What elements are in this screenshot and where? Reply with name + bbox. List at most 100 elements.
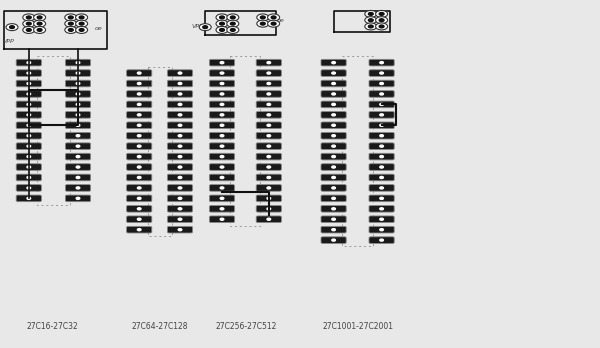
FancyBboxPatch shape bbox=[209, 164, 235, 170]
Circle shape bbox=[23, 14, 35, 21]
FancyBboxPatch shape bbox=[321, 122, 346, 129]
FancyBboxPatch shape bbox=[127, 143, 152, 149]
Circle shape bbox=[368, 25, 373, 28]
Circle shape bbox=[332, 145, 335, 147]
Text: 27C1001-27C2001: 27C1001-27C2001 bbox=[322, 322, 393, 331]
Circle shape bbox=[137, 229, 141, 231]
Circle shape bbox=[76, 62, 80, 64]
Circle shape bbox=[27, 93, 31, 95]
FancyBboxPatch shape bbox=[321, 111, 346, 118]
FancyBboxPatch shape bbox=[65, 153, 91, 160]
FancyBboxPatch shape bbox=[321, 174, 346, 181]
Circle shape bbox=[65, 20, 77, 27]
Circle shape bbox=[178, 93, 182, 95]
Circle shape bbox=[268, 20, 280, 27]
Circle shape bbox=[332, 114, 335, 116]
Circle shape bbox=[76, 145, 80, 147]
FancyBboxPatch shape bbox=[369, 205, 394, 212]
Circle shape bbox=[332, 124, 335, 126]
Circle shape bbox=[199, 24, 211, 31]
FancyBboxPatch shape bbox=[127, 195, 152, 202]
Circle shape bbox=[365, 23, 377, 30]
Circle shape bbox=[380, 208, 383, 210]
FancyBboxPatch shape bbox=[127, 90, 152, 97]
FancyBboxPatch shape bbox=[369, 143, 394, 150]
Circle shape bbox=[137, 218, 141, 220]
Circle shape bbox=[137, 103, 141, 105]
Circle shape bbox=[220, 93, 224, 95]
FancyBboxPatch shape bbox=[16, 90, 41, 97]
Circle shape bbox=[230, 22, 235, 25]
FancyBboxPatch shape bbox=[167, 90, 193, 97]
Circle shape bbox=[34, 26, 46, 33]
Circle shape bbox=[216, 20, 228, 27]
Circle shape bbox=[230, 29, 235, 31]
Circle shape bbox=[368, 19, 373, 22]
FancyBboxPatch shape bbox=[16, 101, 41, 108]
Circle shape bbox=[137, 156, 141, 158]
FancyBboxPatch shape bbox=[127, 70, 152, 76]
FancyBboxPatch shape bbox=[127, 226, 152, 233]
FancyBboxPatch shape bbox=[209, 205, 235, 212]
FancyBboxPatch shape bbox=[167, 164, 193, 170]
Circle shape bbox=[65, 26, 77, 33]
Circle shape bbox=[68, 29, 73, 31]
Circle shape bbox=[27, 82, 31, 85]
Circle shape bbox=[332, 72, 335, 74]
Circle shape bbox=[37, 22, 42, 25]
Circle shape bbox=[332, 156, 335, 158]
Circle shape bbox=[79, 16, 84, 19]
Text: VPP: VPP bbox=[192, 24, 204, 29]
Circle shape bbox=[380, 124, 383, 126]
Circle shape bbox=[380, 114, 383, 116]
Circle shape bbox=[27, 166, 31, 168]
FancyBboxPatch shape bbox=[256, 153, 281, 160]
FancyBboxPatch shape bbox=[167, 184, 193, 191]
FancyBboxPatch shape bbox=[65, 59, 91, 66]
FancyBboxPatch shape bbox=[321, 132, 346, 139]
Circle shape bbox=[380, 187, 383, 189]
Circle shape bbox=[23, 20, 35, 27]
Circle shape bbox=[267, 176, 271, 179]
Circle shape bbox=[220, 29, 224, 31]
Circle shape bbox=[10, 26, 14, 29]
FancyBboxPatch shape bbox=[256, 122, 281, 129]
FancyBboxPatch shape bbox=[167, 111, 193, 118]
FancyBboxPatch shape bbox=[369, 153, 394, 160]
Circle shape bbox=[380, 62, 383, 64]
Circle shape bbox=[380, 166, 383, 168]
FancyBboxPatch shape bbox=[167, 205, 193, 212]
Circle shape bbox=[376, 10, 388, 17]
Circle shape bbox=[216, 14, 228, 21]
Circle shape bbox=[26, 22, 31, 25]
FancyBboxPatch shape bbox=[369, 90, 394, 97]
FancyBboxPatch shape bbox=[369, 101, 394, 108]
Circle shape bbox=[76, 103, 80, 105]
Circle shape bbox=[137, 82, 141, 85]
FancyBboxPatch shape bbox=[256, 143, 281, 150]
FancyBboxPatch shape bbox=[209, 153, 235, 160]
FancyBboxPatch shape bbox=[167, 80, 193, 87]
FancyBboxPatch shape bbox=[167, 122, 193, 128]
Circle shape bbox=[76, 124, 80, 126]
Circle shape bbox=[178, 72, 182, 74]
Circle shape bbox=[178, 82, 182, 85]
FancyBboxPatch shape bbox=[256, 216, 281, 223]
FancyBboxPatch shape bbox=[127, 101, 152, 108]
Circle shape bbox=[220, 218, 224, 220]
FancyBboxPatch shape bbox=[321, 80, 346, 87]
Circle shape bbox=[27, 72, 31, 74]
Circle shape bbox=[27, 187, 31, 189]
Circle shape bbox=[37, 29, 42, 31]
Circle shape bbox=[137, 187, 141, 189]
FancyBboxPatch shape bbox=[369, 164, 394, 170]
Circle shape bbox=[267, 145, 271, 147]
Circle shape bbox=[257, 20, 269, 27]
Circle shape bbox=[267, 62, 271, 64]
Circle shape bbox=[267, 187, 271, 189]
Circle shape bbox=[178, 208, 182, 210]
Circle shape bbox=[76, 176, 80, 179]
Circle shape bbox=[137, 124, 141, 126]
FancyBboxPatch shape bbox=[16, 164, 41, 170]
FancyBboxPatch shape bbox=[321, 237, 346, 244]
